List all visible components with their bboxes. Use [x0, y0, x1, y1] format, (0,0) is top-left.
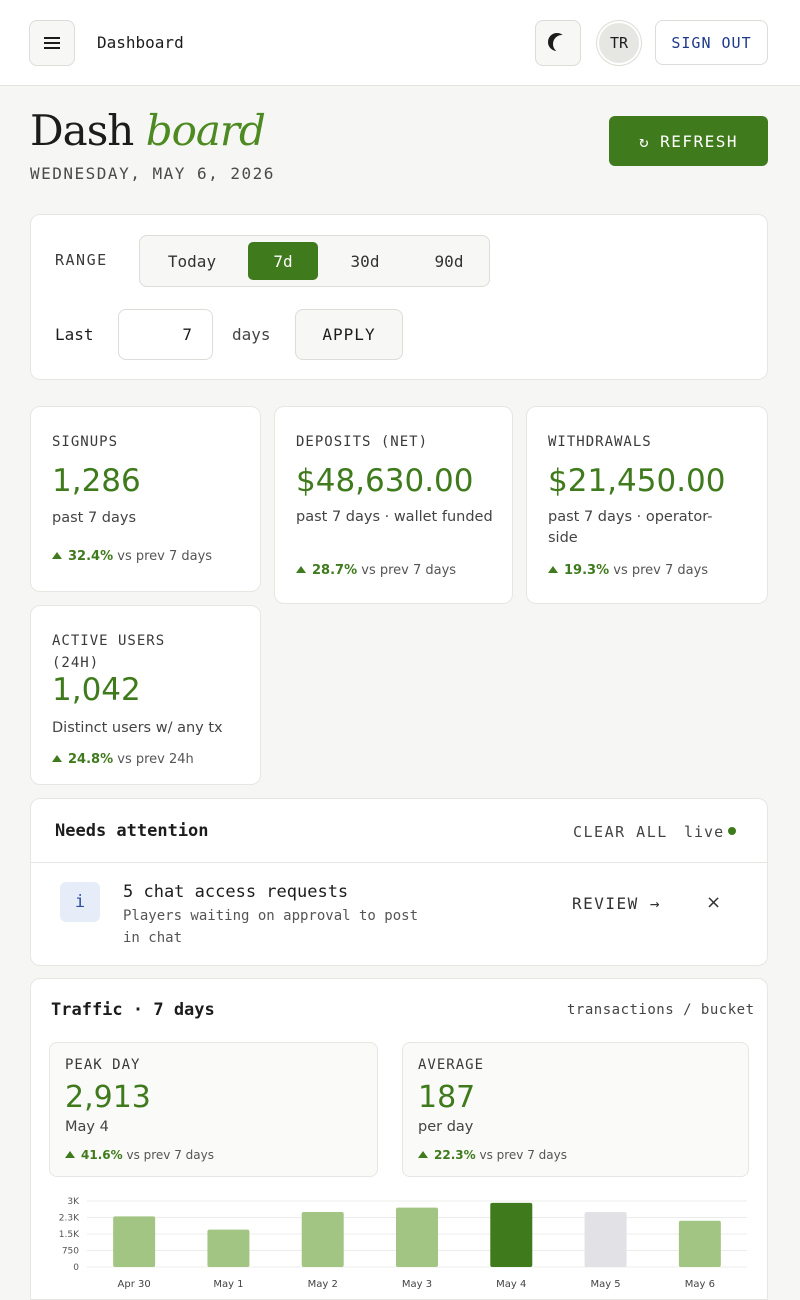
arrow-up-icon — [548, 566, 558, 573]
bar-may-2[interactable] — [301, 1212, 344, 1267]
attention-title: Needs attention — [55, 821, 209, 841]
y-tick-label: 2.3K — [59, 1214, 80, 1224]
stat-sub: past 7 days — [52, 510, 136, 526]
stat-label: WITHDRAWALS — [548, 434, 652, 450]
arrow-up-icon — [52, 755, 62, 762]
stat-value: $21,450.00 — [548, 463, 726, 499]
bar-may-5[interactable] — [584, 1212, 627, 1267]
stat-value: 1,286 — [52, 463, 141, 499]
y-tick-label: 1.5K — [59, 1230, 80, 1240]
refresh-label: REFRESH — [660, 131, 739, 151]
stat-delta: 19.3% vs prev 7 days — [548, 563, 708, 578]
y-tick-label: 750 — [62, 1247, 79, 1257]
attention-item-description: Players waiting on approval to post in c… — [123, 908, 419, 946]
average-card: AVERAGE 187 per day 22.3% vs prev 7 days — [402, 1042, 749, 1177]
stat-sub: past 7 days · wallet funded — [296, 509, 493, 525]
theme-toggle-button[interactable] — [535, 20, 581, 66]
stat-value: $48,630.00 — [296, 463, 474, 499]
peak-day-label: PEAK DAY — [65, 1057, 141, 1073]
x-tick-label: May 2 — [308, 1279, 338, 1290]
close-icon[interactable]: × — [706, 892, 722, 913]
stat-label: ACTIVE USERS (24H) — [52, 633, 166, 671]
peak-day-sub: May 4 — [65, 1119, 109, 1135]
menu-button[interactable] — [29, 20, 75, 66]
refresh-icon: ↻ — [638, 131, 651, 151]
bar-may-1[interactable] — [207, 1229, 250, 1267]
review-button[interactable]: REVIEW → — [572, 894, 662, 913]
avatar[interactable]: TR — [597, 21, 641, 65]
arrow-up-icon — [418, 1151, 428, 1158]
last-label: Last — [55, 325, 94, 344]
hamburger-icon — [44, 37, 60, 49]
days-label: days — [232, 325, 271, 344]
stat-card-active-users: ACTIVE USERS (24H) 1,042 Distinct users … — [30, 605, 261, 785]
range-option-90d[interactable]: 90d — [434, 251, 464, 271]
bar-may-3[interactable] — [396, 1207, 438, 1267]
range-option-30d[interactable]: 30d — [350, 251, 380, 271]
arrow-up-icon — [296, 566, 306, 573]
stat-sub: past 7 days · operator-side — [548, 509, 713, 546]
live-indicator: live — [684, 823, 725, 841]
stat-label: SIGNUPS — [52, 434, 119, 450]
average-sub: per day — [418, 1119, 474, 1135]
top-bar: Dashboard TR SIGN OUT — [0, 0, 800, 86]
arrow-up-icon — [65, 1151, 75, 1158]
range-selector: Today 7d 30d 90d — [139, 235, 490, 287]
x-tick-label: May 5 — [590, 1279, 620, 1290]
apply-button[interactable]: APPLY — [295, 309, 403, 360]
moon-icon — [553, 35, 571, 53]
traffic-unit: transactions / bucket — [567, 1002, 755, 1018]
y-tick-label: 0 — [73, 1263, 79, 1273]
peak-day-delta: 41.6% vs prev 7 days — [65, 1148, 214, 1162]
range-option-today[interactable]: Today — [167, 251, 217, 271]
info-icon: i — [60, 882, 100, 922]
stat-delta: 32.4% vs prev 7 days — [52, 549, 212, 564]
days-input[interactable]: 7 — [118, 309, 213, 360]
x-tick-label: Apr 30 — [118, 1279, 151, 1290]
bar-may-4[interactable] — [490, 1202, 533, 1267]
page-title-accent: board — [145, 106, 266, 155]
traffic-title: Traffic · 7 days — [51, 1000, 215, 1020]
stat-card-deposits: DEPOSITS (NET) $48,630.00 past 7 days · … — [274, 406, 513, 604]
x-tick-label: May 4 — [496, 1279, 526, 1290]
stat-delta: 28.7% vs prev 7 days — [296, 563, 456, 578]
attention-item-title: 5 chat access requests — [123, 882, 349, 902]
average-value: 187 — [418, 1080, 476, 1115]
live-dot-icon — [728, 827, 736, 835]
x-tick-label: May 3 — [402, 1279, 432, 1290]
x-tick-label: May 1 — [213, 1279, 243, 1290]
stat-label: DEPOSITS (NET) — [296, 434, 429, 450]
traffic-card: Traffic · 7 days transactions / bucket P… — [30, 978, 768, 1300]
average-delta: 22.3% vs prev 7 days — [418, 1148, 567, 1162]
peak-day-value: 2,913 — [65, 1080, 151, 1115]
arrow-up-icon — [52, 552, 62, 559]
sign-out-button[interactable]: SIGN OUT — [655, 20, 768, 65]
stat-delta: 24.8% vs prev 24h — [52, 752, 194, 767]
page-title-main: Dash — [30, 106, 134, 155]
x-tick-label: May 6 — [685, 1279, 715, 1290]
stat-card-withdrawals: WITHDRAWALS $21,450.00 past 7 days · ope… — [526, 406, 768, 604]
refresh-button[interactable]: ↻ REFRESH — [609, 116, 768, 166]
peak-day-card: PEAK DAY 2,913 May 4 41.6% vs prev 7 day… — [49, 1042, 378, 1177]
range-card: RANGE Today 7d 30d 90d Last 7 days APPLY — [30, 214, 768, 380]
attention-header: Needs attention CLEAR ALL live — [31, 799, 767, 863]
needs-attention-card: Needs attention CLEAR ALL live i 5 chat … — [30, 798, 768, 966]
bar-may-6[interactable] — [678, 1220, 721, 1267]
topbar-title: Dashboard — [97, 33, 184, 52]
page-date: WEDNESDAY, MAY 6, 2026 — [30, 164, 275, 183]
stat-card-signups: SIGNUPS 1,286 past 7 days 32.4% vs prev … — [30, 406, 261, 592]
average-label: AVERAGE — [418, 1057, 485, 1073]
traffic-bar-chart: 0 750 1.5K 2.3K 3K Apr 30 May 1 May 2 May 3 May 4… — [59, 1197, 747, 1290]
range-option-7d[interactable]: 7d — [248, 242, 318, 280]
bar-apr-30[interactable] — [113, 1216, 156, 1267]
y-tick-label: 3K — [67, 1197, 80, 1207]
stat-sub: Distinct users w/ any tx — [52, 720, 223, 736]
clear-all-button[interactable]: CLEAR ALL — [573, 823, 668, 841]
range-label: RANGE — [55, 251, 108, 269]
page-title: Dash board — [30, 106, 266, 155]
stat-value: 1,042 — [52, 672, 141, 708]
